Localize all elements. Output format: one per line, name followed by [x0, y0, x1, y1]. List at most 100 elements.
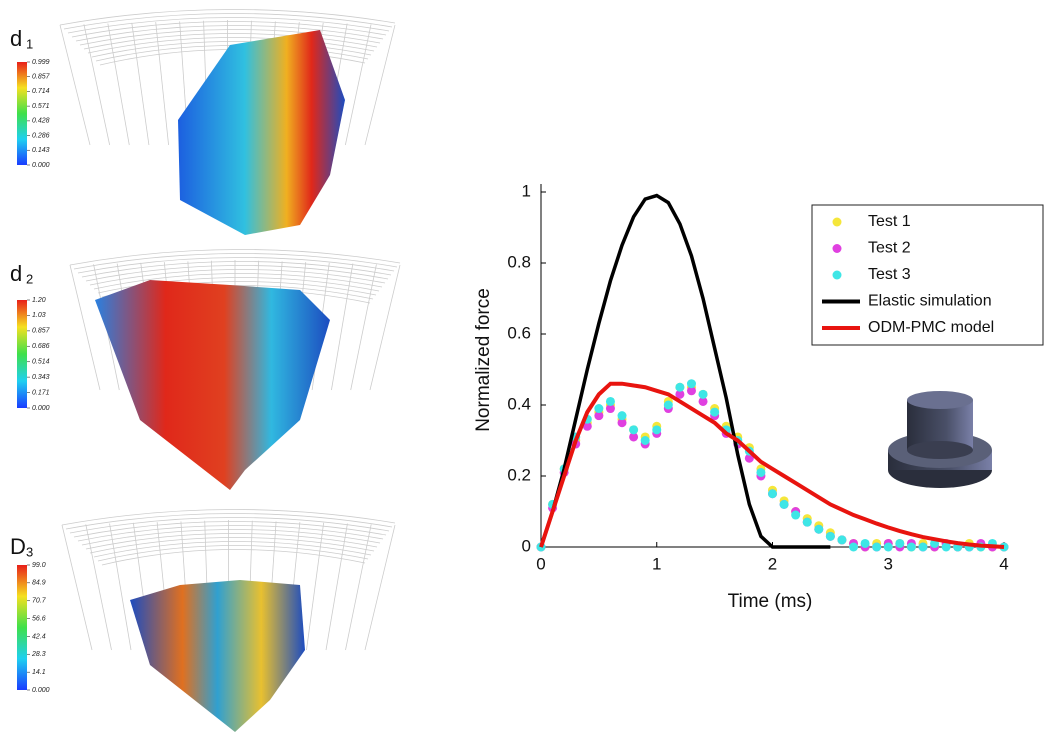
- wireframe-line: [77, 525, 384, 542]
- colorbar-tick-label: 1.03: [32, 312, 46, 319]
- wireframe-line: [364, 24, 396, 146]
- wireframe-line: [79, 29, 381, 46]
- wireframe-line: [93, 541, 372, 558]
- colorbar: [17, 300, 27, 408]
- colorbar-tick-label: 0.000: [32, 687, 50, 694]
- wireframe-line: [345, 524, 372, 651]
- legend-marker: [832, 244, 842, 253]
- legend-label: Elastic simulation: [868, 293, 992, 310]
- colorbar: [17, 565, 27, 690]
- wireframe-line: [364, 524, 396, 651]
- y-tick-label: 0.8: [507, 252, 531, 271]
- data-point: [895, 538, 905, 548]
- wireframe-line: [81, 261, 392, 278]
- panel-subscript: 1: [26, 36, 33, 51]
- data-point: [883, 542, 893, 552]
- x-axis-title: Time (ms): [728, 591, 813, 612]
- inset-specimen: [888, 391, 992, 488]
- wireframe-line: [73, 521, 387, 538]
- data-point: [710, 407, 720, 417]
- panel-label: d: [10, 261, 22, 286]
- colorbar-tick-label: 0.171: [32, 389, 50, 396]
- data-point: [640, 436, 650, 445]
- specimen-column: [907, 391, 973, 409]
- damage-render: [95, 280, 330, 490]
- data-point: [582, 421, 592, 431]
- legend-marker: [832, 217, 842, 227]
- wireframe-line: [306, 522, 325, 651]
- data-point: [594, 411, 604, 421]
- wireframe-line: [325, 523, 348, 651]
- colorbar-tick-label: 99.0: [32, 562, 46, 569]
- wireframe-line: [85, 533, 378, 550]
- colorbar-tick-label: 0.999: [32, 59, 50, 66]
- colorbar-tick-label: 0.286: [32, 132, 50, 139]
- damage-render: [178, 30, 345, 235]
- colorbar-tick-label: 0.428: [32, 118, 50, 125]
- data-point: [768, 489, 777, 499]
- y-axis-title: Normalized force: [473, 288, 494, 432]
- legend-marker: [832, 270, 842, 280]
- colorbar-tick-label: 42.4: [32, 633, 46, 640]
- data-point: [663, 400, 673, 410]
- data-point: [941, 542, 951, 552]
- colorbar-tick-label: 0.857: [32, 73, 51, 80]
- colorbar-tick-label: 14.1: [32, 669, 46, 676]
- data-point: [779, 499, 789, 509]
- wireframe-line: [61, 524, 93, 651]
- wireframe-line: [101, 549, 366, 566]
- y-tick-label: 0.4: [507, 394, 531, 413]
- data-point: [617, 411, 627, 421]
- wireframe-line: [75, 25, 384, 42]
- damage-render: [130, 580, 305, 732]
- data-point: [744, 453, 754, 463]
- data-point: [918, 542, 928, 552]
- wireframe-line: [107, 23, 130, 146]
- legend-label: Test 1: [868, 213, 911, 230]
- wireframe-line: [81, 529, 381, 546]
- wireframe-line: [59, 9, 396, 26]
- y-tick-label: 0: [522, 536, 531, 555]
- wireframe-line: [83, 24, 111, 146]
- panel-subscript: 3: [26, 544, 33, 559]
- colorbar: [17, 62, 27, 165]
- series-line: [539, 193, 831, 549]
- data-point: [675, 389, 685, 399]
- wireframe-line: [89, 537, 375, 554]
- wireframe-line: [155, 22, 169, 146]
- wireframe-line: [344, 24, 372, 146]
- data-point: [698, 389, 708, 399]
- wireframe-line: [87, 37, 375, 54]
- data-point: [814, 524, 824, 534]
- legend-label: Test 2: [868, 240, 911, 257]
- data-point: [686, 386, 696, 396]
- data-point: [837, 535, 847, 545]
- wireframe-line: [331, 263, 354, 391]
- colorbar-tick-label: 1.20: [32, 297, 46, 304]
- wireframe-line: [131, 22, 150, 146]
- x-tick-label: 0: [536, 554, 545, 573]
- colorbar-tick-label: 0.857: [32, 328, 51, 335]
- wireframe-line: [97, 545, 369, 562]
- wireframe-line: [69, 249, 401, 266]
- wireframe-line: [65, 513, 393, 530]
- x-tick-label: 4: [999, 554, 1008, 573]
- data-point: [652, 425, 662, 435]
- wireframe-line: [71, 21, 387, 38]
- colorbar-tick-label: 0.000: [32, 405, 50, 412]
- colorbar-tick-label: 0.343: [32, 374, 50, 381]
- panel-subscript: 2: [26, 271, 33, 286]
- data-point: [872, 542, 882, 552]
- legend-label: Test 3: [868, 266, 911, 283]
- panel-label: d: [10, 26, 22, 51]
- colorbar-tick-label: 0.514: [32, 359, 50, 366]
- colorbar-tick-label: 0.714: [32, 88, 50, 95]
- wireframe-line: [109, 523, 132, 651]
- colorbar-tick-label: 0.000: [32, 162, 50, 169]
- data-point: [675, 382, 685, 392]
- y-tick-label: 0.2: [507, 465, 531, 484]
- wireframe-line: [93, 273, 383, 290]
- data-point: [860, 538, 870, 548]
- specimen-column: [907, 441, 973, 459]
